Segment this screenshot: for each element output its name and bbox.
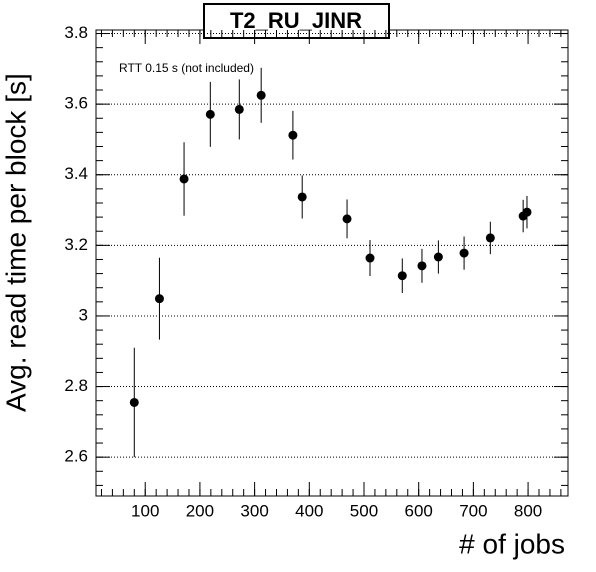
data-point <box>365 253 375 263</box>
data-point <box>256 90 266 100</box>
annotation: RTT 0.15 s (not included) <box>119 61 254 75</box>
data-point <box>417 261 427 271</box>
x-tick-label: 600 <box>405 501 433 520</box>
data-point <box>522 207 532 217</box>
y-tick-label: 2.8 <box>64 376 88 395</box>
y-axis-label: Avg. read time per block [s] <box>0 73 31 412</box>
y-tick-label: 3.8 <box>64 23 88 42</box>
chart-title: T2_RU_JINR <box>230 8 362 33</box>
x-tick-label: 400 <box>295 501 323 520</box>
data-point <box>485 233 495 243</box>
data-point <box>234 104 244 114</box>
plot-frame <box>95 29 569 497</box>
data-point <box>129 397 139 407</box>
data-point <box>433 252 443 262</box>
data-point <box>397 271 407 281</box>
x-tick-label: 800 <box>514 501 542 520</box>
data-point <box>459 248 469 258</box>
data-point <box>179 174 189 184</box>
x-tick-label: 500 <box>350 501 378 520</box>
data-point <box>205 109 215 119</box>
y-tick-label: 3.6 <box>64 94 88 113</box>
x-axis-label: # of jobs <box>459 528 565 559</box>
x-tick-label: 100 <box>131 501 159 520</box>
y-tick-label: 3 <box>79 305 88 324</box>
y-tick-label: 2.6 <box>64 447 88 466</box>
data-point <box>288 130 298 140</box>
x-tick-label: 300 <box>240 501 268 520</box>
data-point <box>297 192 307 202</box>
x-tick-label: 700 <box>459 501 487 520</box>
y-tick-label: 3.2 <box>64 235 88 254</box>
title-box <box>203 3 390 39</box>
y-tick-label: 3.4 <box>64 164 88 183</box>
data-point <box>154 294 164 304</box>
data-point <box>342 214 352 224</box>
x-tick-label: 200 <box>186 501 214 520</box>
